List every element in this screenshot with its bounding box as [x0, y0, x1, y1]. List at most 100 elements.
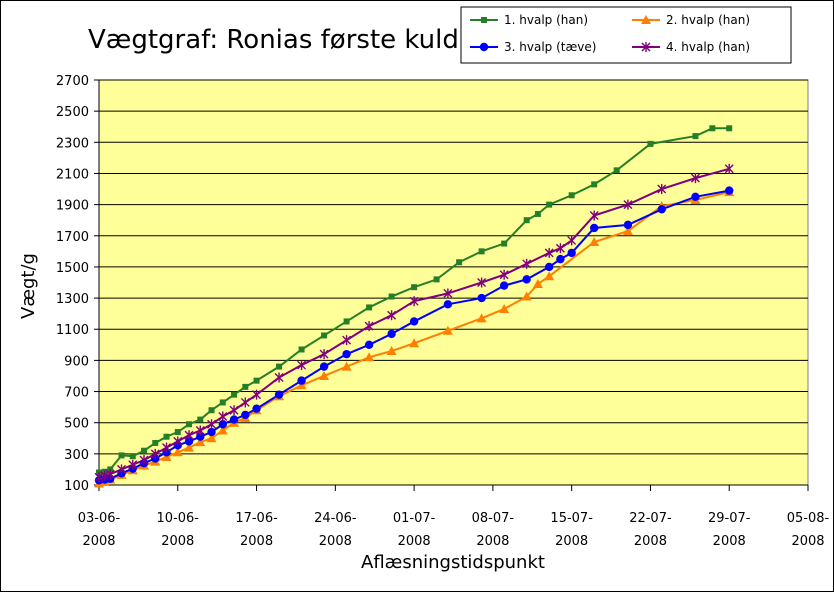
legend-marker [481, 17, 487, 23]
data-point [622, 226, 633, 236]
data-point [692, 133, 699, 140]
data-point [298, 346, 305, 353]
x-tick-label: 08-07- [472, 511, 515, 526]
data-point [100, 470, 110, 481]
data-point [409, 296, 419, 307]
legend-label: 3. hvalp (tæve) [504, 40, 596, 54]
data-point [184, 437, 194, 446]
x-tick-label: 10-06- [157, 511, 200, 526]
data-point [195, 425, 205, 436]
data-point [499, 269, 509, 280]
legend-box [460, 6, 792, 64]
legend-marker [479, 42, 489, 52]
data-point [195, 437, 206, 447]
x-tick-label: 2008 [634, 534, 667, 549]
data-point [319, 349, 329, 360]
data-point [725, 186, 734, 195]
data-point [522, 275, 531, 284]
y-tick-label: 300 [64, 448, 89, 463]
data-point [321, 332, 328, 339]
data-point [141, 447, 148, 454]
y-tick-label: 900 [64, 354, 89, 369]
data-point [546, 201, 553, 208]
data-point [297, 360, 307, 371]
data-point [139, 455, 149, 466]
data-point [241, 410, 250, 420]
data-point [409, 317, 419, 326]
data-point [556, 254, 565, 264]
data-point [647, 140, 654, 147]
x-tick-label: 2008 [319, 534, 352, 549]
x-tick-label: 29-07- [708, 511, 751, 526]
data-point [342, 349, 351, 359]
legend-label: 1. hvalp (han) [504, 13, 588, 27]
data-point [184, 430, 194, 441]
data-point [443, 300, 453, 309]
y-tick-label: 1100 [56, 323, 89, 338]
data-point [532, 279, 543, 289]
data-point [94, 472, 104, 483]
data-point [589, 210, 599, 221]
x-tick-label: 2008 [240, 534, 273, 549]
data-point [366, 304, 373, 311]
legend: 1. hvalp (han) 2. hvalp (han) 3. hvalp (tæ… [460, 6, 792, 64]
data-point [476, 313, 487, 323]
y-tick-label: 2100 [56, 167, 89, 182]
data-point [172, 447, 183, 457]
data-point [129, 453, 136, 460]
y-tick-label: 2300 [56, 136, 89, 151]
data-point [443, 288, 453, 299]
data-point [150, 448, 160, 459]
data-point [218, 411, 228, 422]
plot-area [98, 79, 809, 486]
data-point [152, 439, 159, 446]
y-tick-label: 2500 [56, 105, 89, 120]
data-point [276, 363, 283, 370]
data-point [523, 217, 530, 224]
data-point [544, 262, 554, 272]
data-point [386, 346, 397, 356]
x-tick-label: 03-06- [78, 511, 121, 526]
data-point [219, 399, 226, 406]
data-point [477, 277, 487, 288]
data-point [387, 329, 396, 339]
x-tick-label: 24-06- [314, 511, 357, 526]
data-point [544, 247, 554, 258]
data-point [186, 421, 193, 428]
data-point [128, 459, 138, 470]
data-point [456, 259, 463, 266]
data-point [409, 338, 420, 348]
data-point [229, 405, 239, 416]
data-point [341, 361, 352, 371]
x-tick-label: 2008 [82, 534, 115, 549]
data-point [691, 192, 700, 202]
y-tick-label: 1500 [56, 261, 89, 276]
chart-title: Vægtgraf: Ronias første kuld [88, 25, 459, 55]
data-point [613, 167, 620, 174]
x-tick-label: 2008 [555, 534, 588, 549]
x-tick-label: 2008 [476, 534, 509, 549]
data-point [343, 318, 350, 325]
data-point [589, 223, 599, 233]
data-point [252, 389, 262, 400]
x-tick-label: 2008 [398, 534, 431, 549]
x-tick-label: 01-07- [393, 511, 436, 526]
y-tick-label: 1700 [56, 230, 89, 245]
data-point [184, 442, 195, 452]
y-tick-label: 2700 [56, 74, 89, 89]
data-point [118, 452, 125, 459]
legend-label: 2. hvalp (han) [666, 13, 750, 27]
data-point [724, 163, 734, 174]
data-point [242, 383, 249, 390]
data-point [206, 433, 217, 443]
data-point [207, 427, 216, 437]
data-point [477, 293, 486, 303]
data-point [499, 281, 509, 290]
data-point [499, 303, 510, 313]
x-tick-label: 22-07- [629, 511, 672, 526]
data-point [623, 199, 633, 210]
data-point [589, 237, 600, 246]
data-point [274, 390, 284, 399]
y-tick-label: 100 [64, 479, 89, 494]
